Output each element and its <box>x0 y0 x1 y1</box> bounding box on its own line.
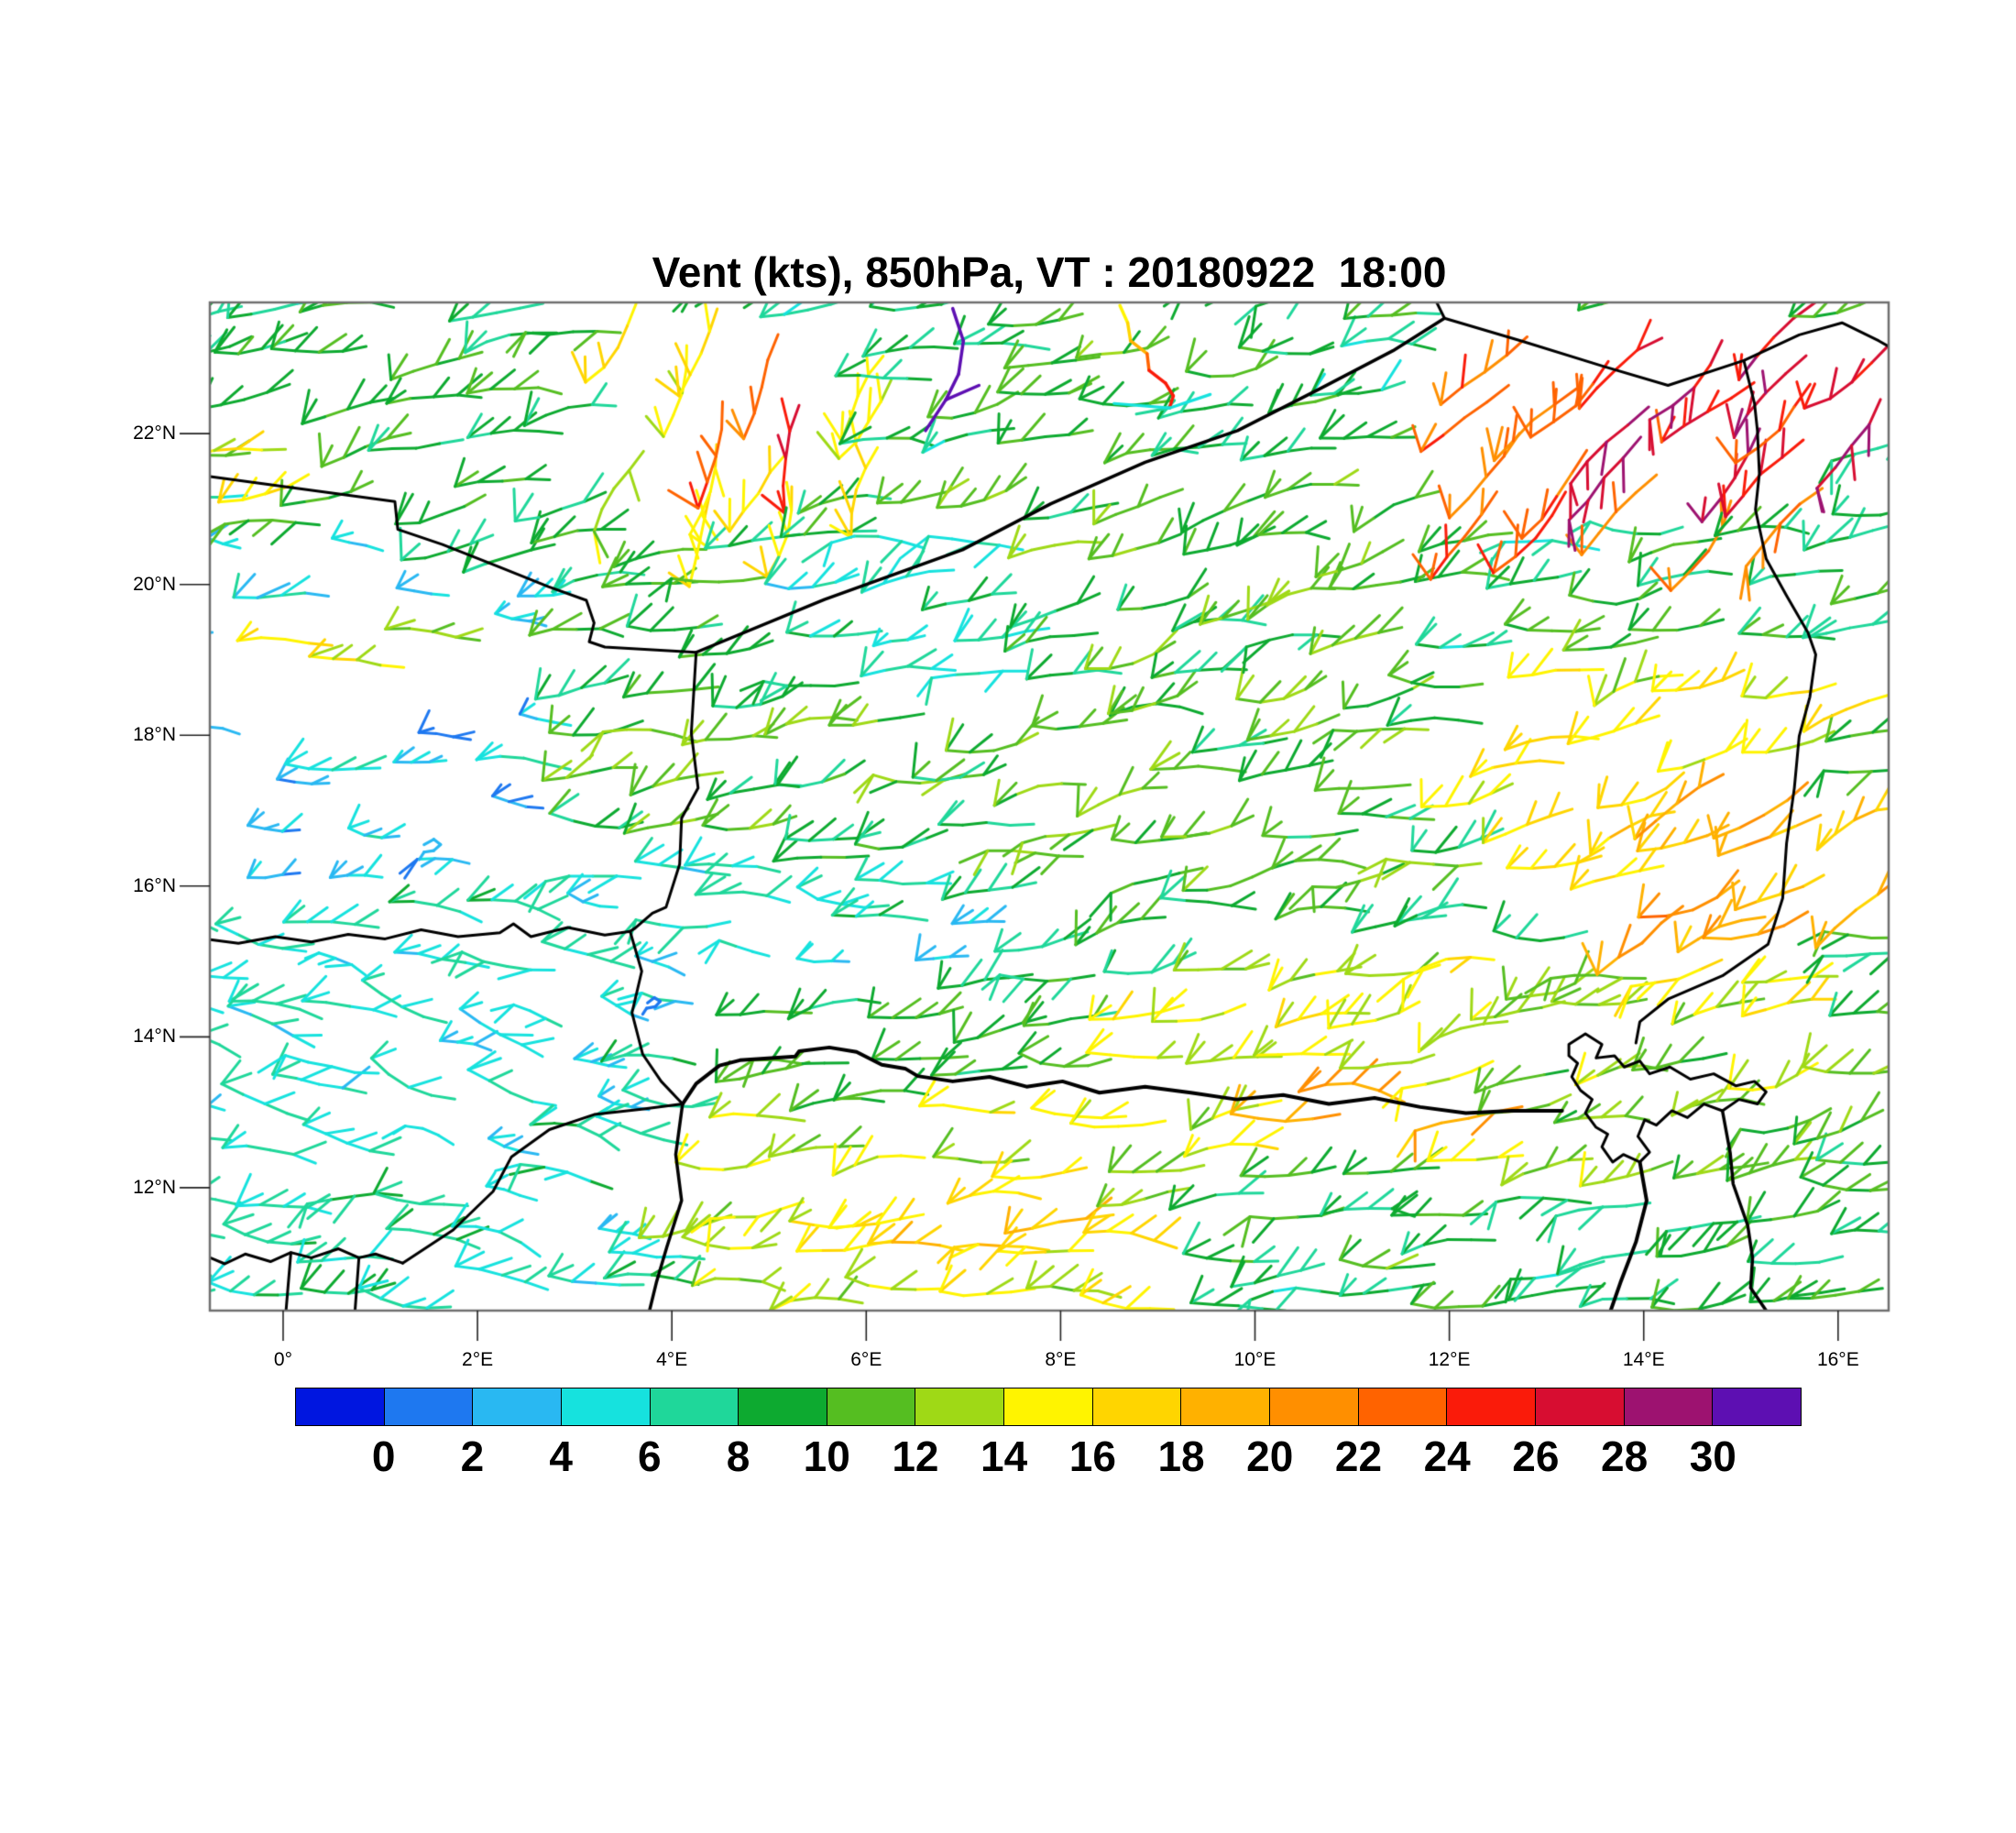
colorbar-tick-label: 26 <box>1512 1432 1560 1480</box>
colorbar-tick-label: 2 <box>460 1432 485 1480</box>
colorbar-segment <box>1624 1388 1714 1425</box>
colorbar-segment <box>561 1388 651 1425</box>
colorbar-segment <box>1270 1388 1359 1425</box>
colorbar-segment <box>915 1388 1005 1425</box>
colorbar-segment <box>650 1388 740 1425</box>
x-tick-label: 6°E <box>850 1349 882 1370</box>
colorbar-segment <box>1181 1388 1271 1425</box>
y-tick-label: 22°N <box>133 423 176 445</box>
colorbar-segment <box>739 1388 827 1425</box>
colorbar-segment <box>1535 1388 1625 1425</box>
colorbar-segment <box>1004 1388 1093 1425</box>
colorbar-segment <box>384 1388 474 1425</box>
x-tick-label: 14°E <box>1622 1349 1665 1370</box>
colorbar-tick-label: 22 <box>1334 1432 1383 1480</box>
colorbar-segment <box>1447 1388 1536 1425</box>
colorbar-tick-label: 18 <box>1157 1432 1205 1480</box>
colorbar-tick-label: 14 <box>981 1432 1028 1480</box>
colorbar-tick-label: 10 <box>803 1432 850 1480</box>
y-tick-label: 14°N <box>133 1026 176 1048</box>
colorbar-segment <box>1713 1388 1801 1425</box>
colorbar-tick-label: 0 <box>371 1432 396 1480</box>
colorbar-tick-label: 16 <box>1068 1432 1116 1480</box>
y-tick-label: 18°N <box>133 724 176 746</box>
x-tick-label: 2°E <box>462 1349 494 1370</box>
x-tick-label: 10°E <box>1233 1349 1276 1370</box>
x-tick-label: 8°E <box>1045 1349 1077 1370</box>
colorbar-tick-label: 12 <box>892 1432 939 1480</box>
x-tick-label: 0° <box>273 1349 292 1370</box>
colorbar-segment <box>827 1388 916 1425</box>
x-tick-label: 12°E <box>1428 1349 1471 1370</box>
colorbar-tick-label: 24 <box>1423 1432 1471 1480</box>
x-tick-label: 4°E <box>656 1349 688 1370</box>
colorbar-tick-label: 20 <box>1246 1432 1294 1480</box>
colorbar-tick-label: 30 <box>1689 1432 1737 1480</box>
x-tick-label: 16°E <box>1816 1349 1859 1370</box>
colorbar <box>295 1388 1802 1426</box>
y-tick-label: 16°N <box>133 874 176 896</box>
colorbar-segment <box>296 1388 385 1425</box>
colorbar-tick-label: 8 <box>726 1432 751 1480</box>
colorbar-tick-label: 6 <box>638 1432 662 1480</box>
colorbar-tick-label: 28 <box>1600 1432 1649 1480</box>
y-tick-label: 20°N <box>133 573 176 595</box>
colorbar-segment <box>1092 1388 1182 1425</box>
colorbar-tick-label: 4 <box>549 1432 573 1480</box>
colorbar-segment <box>1358 1388 1448 1425</box>
y-tick-label: 12°N <box>133 1176 176 1198</box>
colorbar-segment <box>473 1388 562 1425</box>
